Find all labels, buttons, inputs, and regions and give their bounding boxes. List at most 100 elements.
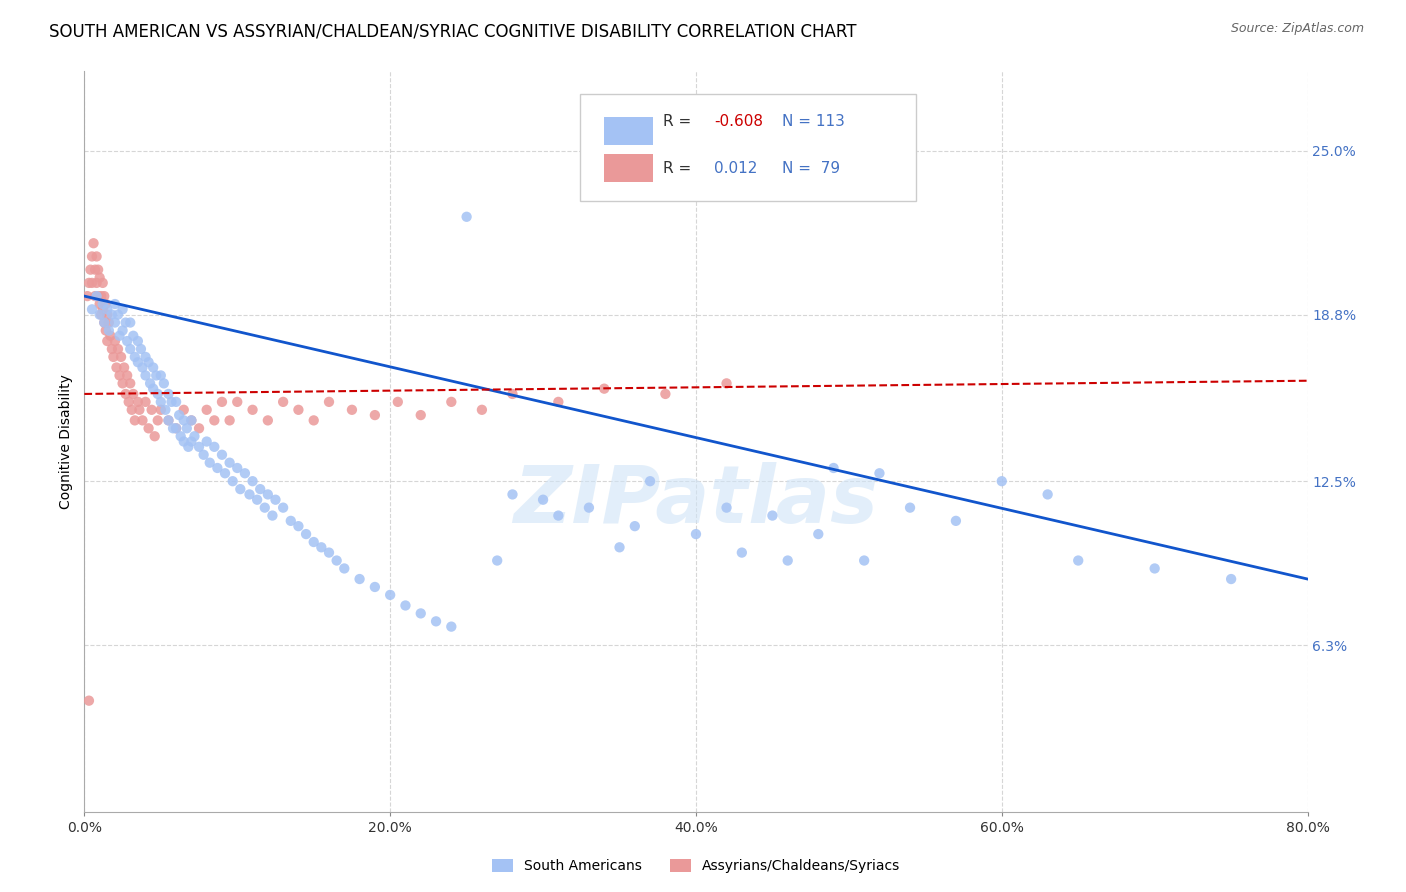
Point xyxy=(183,429,205,443)
Point xyxy=(807,527,830,541)
Point xyxy=(86,289,108,303)
Point xyxy=(195,434,218,449)
Point xyxy=(198,456,221,470)
Point xyxy=(394,599,416,613)
Point xyxy=(86,276,108,290)
Point xyxy=(502,487,524,501)
Point xyxy=(108,368,131,383)
Point xyxy=(578,500,600,515)
Point xyxy=(149,395,172,409)
Point xyxy=(165,421,187,435)
Point xyxy=(1220,572,1243,586)
Point xyxy=(233,467,256,481)
Point xyxy=(120,342,142,356)
Point xyxy=(302,535,325,549)
Point xyxy=(271,500,294,515)
Point xyxy=(654,387,676,401)
Point xyxy=(107,308,129,322)
Point xyxy=(257,413,280,427)
Y-axis label: Cognitive Disability: Cognitive Disability xyxy=(59,374,73,509)
Point xyxy=(153,376,176,391)
Point xyxy=(188,421,211,435)
Point xyxy=(173,413,195,427)
Point xyxy=(121,402,143,417)
Point xyxy=(188,440,211,454)
Point xyxy=(157,387,180,401)
Point xyxy=(716,376,738,391)
Point xyxy=(609,541,631,555)
Point xyxy=(211,448,233,462)
Point xyxy=(76,289,98,303)
Point xyxy=(869,467,891,481)
Point xyxy=(180,434,202,449)
Point xyxy=(311,541,333,555)
Point xyxy=(262,508,284,523)
Point xyxy=(157,413,180,427)
Point xyxy=(111,324,134,338)
Text: N =  79: N = 79 xyxy=(782,161,839,176)
Point xyxy=(218,413,240,427)
Point xyxy=(105,360,128,375)
Point xyxy=(120,376,142,391)
Point xyxy=(107,342,129,356)
Point xyxy=(167,408,190,422)
Point xyxy=(91,302,114,317)
Point xyxy=(114,316,136,330)
Point xyxy=(93,316,115,330)
Point xyxy=(380,588,402,602)
Point xyxy=(302,413,325,427)
Point xyxy=(127,355,149,369)
Point xyxy=(131,413,153,427)
Point xyxy=(318,546,340,560)
Point xyxy=(425,615,447,629)
Point xyxy=(114,387,136,401)
Point xyxy=(91,276,114,290)
Point xyxy=(101,308,124,322)
Point xyxy=(115,334,138,348)
Point xyxy=(502,387,524,401)
Point xyxy=(221,474,243,488)
Point xyxy=(122,387,145,401)
Point xyxy=(202,440,225,454)
Point xyxy=(173,434,195,449)
Point xyxy=(87,262,110,277)
Point xyxy=(160,395,183,409)
FancyBboxPatch shape xyxy=(579,94,917,201)
Point xyxy=(97,324,120,338)
Point xyxy=(440,395,463,409)
Point xyxy=(531,492,554,507)
Point xyxy=(89,308,111,322)
Point xyxy=(207,461,229,475)
Point xyxy=(180,413,202,427)
Point xyxy=(89,297,111,311)
Point xyxy=(155,402,177,417)
Point xyxy=(157,413,180,427)
Point xyxy=(80,250,103,264)
Point xyxy=(195,402,218,417)
Point xyxy=(108,328,131,343)
Point xyxy=(1067,553,1090,567)
Point xyxy=(87,289,110,303)
Point xyxy=(83,236,105,251)
Point xyxy=(456,210,478,224)
Point xyxy=(84,289,107,303)
Point xyxy=(77,694,100,708)
Point xyxy=(409,408,432,422)
Point xyxy=(127,395,149,409)
Point xyxy=(80,276,103,290)
Point xyxy=(96,308,118,322)
Point xyxy=(257,487,280,501)
Point xyxy=(242,474,264,488)
Point xyxy=(143,429,166,443)
Point xyxy=(112,360,135,375)
Point xyxy=(295,527,318,541)
Point xyxy=(776,553,799,567)
Point xyxy=(84,262,107,277)
Point xyxy=(77,276,100,290)
Point xyxy=(238,487,260,501)
Point xyxy=(127,334,149,348)
Point xyxy=(146,413,169,427)
Point xyxy=(94,297,117,311)
Point xyxy=(135,395,157,409)
Legend: South Americans, Assyrians/Chaldeans/Syriacs: South Americans, Assyrians/Chaldeans/Syr… xyxy=(486,854,905,879)
